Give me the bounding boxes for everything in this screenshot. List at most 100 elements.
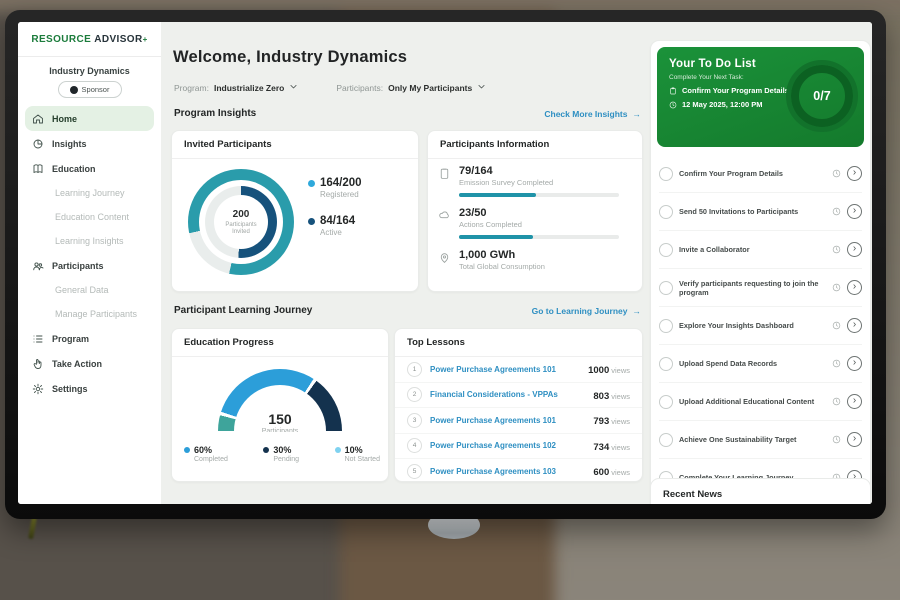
gauge-legend: 60% Completed 30% Pending 10% Not Starte… [184,445,380,463]
filter-bar: Program: Industrialize Zero Participants… [174,82,486,93]
divider [18,56,161,57]
task-label: Send 50 Invitations to Participants [679,207,799,216]
sidebar-item-label: Home [52,113,78,124]
lesson-views: 1000 [588,365,610,377]
todo-header-card: Your To Do List Complete Your Next Task:… [657,47,864,147]
task-checkbox[interactable] [659,166,673,181]
lesson-link[interactable]: Power Purchase Agreements 101 [430,364,556,374]
completed-dot-icon [184,447,190,453]
lesson-link[interactable]: Financial Considerations - VPPAs [430,390,558,400]
monitor-bezel: RESOURCE ADVISOR + Industry Dynamics Spons… [5,10,886,519]
gauge-center: 150 Participants [218,411,342,432]
sidebar-item-participants[interactable]: Participants [18,253,161,278]
sidebar-item-label: Program [52,333,90,344]
participants-select[interactable]: Participants: Only My Participants [336,82,486,93]
task-checkbox[interactable] [659,356,673,371]
lesson-link[interactable]: Power Purchase Agreements 102 [430,441,556,451]
sidebar-item-education-content[interactable]: Education Content [18,205,161,229]
participants-select-value: Only My Participants [388,82,473,93]
task-chevron-button[interactable]: › [847,166,862,181]
legend-registered: 164/200 Registered [308,177,362,199]
tasks-card: Your To Do List Complete Your Next Task:… [650,40,871,504]
metric-value: 1,000 GWh [459,249,516,261]
todo-subtitle: Complete Your Next Task: [669,74,744,81]
task-label: Achieve One Sustainability Target [679,435,797,444]
views-label: views [611,366,630,376]
task-checkbox[interactable] [659,318,673,333]
card-title: Invited Participants [172,131,418,159]
page-title: Welcome, Industry Dynamics [173,48,408,66]
gauge-center-label: Participants [261,428,299,432]
task-checkbox[interactable] [659,280,673,295]
sidebar-item-manage-participants[interactable]: Manage Participants [18,302,161,326]
actions-progressbar-fill [459,235,533,239]
pin-icon [438,251,451,264]
todo-next-task-label: Confirm Your Program Details [682,86,789,95]
lesson-row: 5 Power Purchase Agreements 103 600 views [395,459,642,484]
task-checkbox[interactable] [659,394,673,409]
insights-icon [32,138,44,150]
clipboard-icon [670,87,676,94]
metric-label: Emission Survey Completed [459,178,554,187]
take-action-icon [32,358,44,370]
education-progress-card: Education Progress 150 Participants 60% … [171,328,389,482]
actions-progressbar [459,235,619,239]
sidebar-item-learning-journey[interactable]: Learning Journey [18,181,161,205]
sponsor-badge[interactable]: Sponsor [57,81,122,98]
task-label: Explore Your Insights Dashboard [679,321,794,330]
check-more-insights-link[interactable]: Check More Insights → [544,109,641,119]
task-chevron-button[interactable]: › [847,356,862,371]
clock-icon [669,101,677,108]
todo-panel: Your To Do List Complete Your Next Task:… [650,22,871,504]
task-chevron-button[interactable]: › [847,204,862,219]
clock-icon [832,393,841,411]
sponsor-label: Sponsor [81,85,110,94]
program-insights-header: Program Insights Check More Insights → [174,108,641,119]
program-select[interactable]: Program: Industrialize Zero [174,82,298,93]
lesson-rank: 2 [407,387,422,403]
sidebar-item-home[interactable]: Home [25,106,154,131]
sidebar-item-education[interactable]: Education [18,156,161,181]
legend-completed: 60% Completed [184,445,228,463]
legend-active: 84/164 Active [308,215,362,237]
participants-information-card: Participants Information 79/164 Emission… [427,130,643,292]
lesson-rank: 4 [407,438,422,454]
sidebar-item-label: Education [52,163,96,174]
sponsor-icon [69,85,78,94]
not-started-dot-icon [334,447,341,453]
sidebar-item-learning-insights[interactable]: Learning Insights [18,229,161,253]
task-checkbox[interactable] [659,432,673,447]
legend-pct: 60% [194,445,213,455]
task-chevron-button[interactable]: › [847,318,862,333]
sidebar-nav: Home Insights Education Learning Journey… [18,106,161,401]
sidebar-item-insights[interactable]: Insights [18,131,161,156]
task-chevron-button[interactable]: › [847,242,862,257]
lesson-row: 2 Financial Considerations - VPPAs 803 vi… [395,383,642,408]
task-checkbox[interactable] [659,204,673,219]
task-chevron-button[interactable]: › [847,280,862,295]
lesson-rank: 1 [407,361,422,377]
donut-center: 200 Participants Invited [214,195,268,249]
lesson-link[interactable]: Power Purchase Agreements 103 [430,466,556,476]
sidebar-item-program[interactable]: Program [18,326,161,351]
legend-label: Pending [273,456,300,463]
legend-pct: 30% [273,445,292,455]
views-label: views [611,417,630,427]
legend-pending: 30% Pending [263,445,299,463]
todo-next-task: Confirm Your Program Details [669,86,864,95]
todo-datetime: 12 May 2025, 12:00 PM [669,100,864,109]
sidebar-item-settings[interactable]: Settings [18,376,161,401]
task-checkbox[interactable] [659,242,673,257]
recent-news-card: Recent News [650,478,871,504]
task-chevron-button[interactable]: › [847,432,862,447]
task-row: Explore Your Insights Dashboard › [659,307,862,345]
task-chevron-button[interactable]: › [847,394,862,409]
clock-icon [832,241,841,259]
go-to-learning-journey-link[interactable]: Go to Learning Journey → [532,306,641,316]
clock-icon [832,317,841,335]
sidebar-item-take-action[interactable]: Take Action [18,351,161,376]
metric-consumption: 1,000 GWh Total Global Consumption [438,249,630,271]
sidebar-item-general-data[interactable]: General Data [18,278,161,302]
lesson-link[interactable]: Power Purchase Agreements 101 [430,415,556,425]
registered-dot-icon [308,179,315,187]
